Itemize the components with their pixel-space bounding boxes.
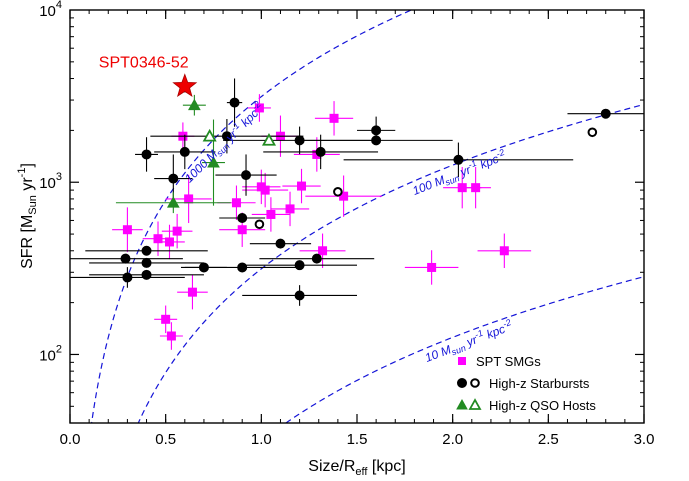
point-0-4 [161,314,171,324]
point-0-25 [499,246,509,256]
point-2-0 [254,219,265,230]
point-0-19 [318,246,328,256]
point-0-13 [260,185,270,195]
legend-marker-1-1 [470,378,480,388]
point-1-0 [120,253,131,264]
legend-marker-1-0 [457,378,467,388]
y-axis-title: SFR [MSun yr-1] [16,163,39,269]
point-1-13 [237,212,248,223]
point-0-21 [339,191,349,201]
series-1 [70,78,644,306]
legend-marker-0-0 [458,357,466,365]
point-1-22 [453,154,464,165]
legend-label-2: High-z QSO Hosts [489,398,596,413]
x-axis-title: Size/Reff [kpc] [308,458,405,478]
point-1-4 [141,269,152,280]
point-0-6 [187,287,197,297]
point-0-16 [285,204,295,214]
series-0 [112,94,532,350]
x-tick-label-6: 3.0 [634,431,655,448]
point-1-17 [294,290,305,301]
series-2 [254,127,598,230]
point-0-5 [166,331,176,341]
point-0-3 [172,226,182,236]
point-1-11 [237,262,248,273]
x-tick-label-1: 0.5 [155,431,176,448]
density-curve-label-0: 1000 Msun yr-1 kpc-2 [181,99,269,187]
point-0-1 [153,234,163,244]
point-1-21 [371,135,382,146]
legend-marker-2-1 [468,398,482,410]
point-1-23 [600,108,611,119]
density-curve-0 [91,10,413,423]
point-2-1 [333,186,343,197]
point-1-20 [371,125,382,136]
point-0-2 [164,237,174,247]
legend-marker-2-0 [456,398,468,410]
point-1-5 [141,149,152,160]
point-0-24 [471,183,481,193]
legend-label-1: High-z Starbursts [489,376,590,391]
point-3-2 [207,156,220,168]
point-0-22 [427,262,437,272]
point-0-0 [122,225,132,235]
point-1-19 [315,146,326,157]
point-0-10 [237,225,247,235]
data-points [70,78,644,350]
point-0-17 [297,181,307,191]
x-tick-label-0: 0.0 [60,431,81,448]
legend-label-0: SPT SMGs [476,354,541,369]
point-0-9 [231,198,241,208]
point-2-2 [587,127,598,138]
point-1-18 [311,253,322,264]
y-tick-label-2: 104 [39,0,62,20]
highlight-star [172,73,198,98]
point-3-0 [166,196,180,208]
x-tick-label-5: 2.5 [538,431,559,448]
point-4-0 [202,128,217,142]
axis-ticks: 0.0 0.5 1.0 1.5 2.0 2.5 3.0 102 103 104 [39,0,654,448]
point-1-7 [179,146,190,157]
point-1-6 [168,173,179,184]
point-1-2 [141,245,152,256]
highlight: SPT0346-52 [99,54,198,98]
point-1-3 [141,257,152,268]
point-1-10 [229,97,240,108]
point-4-1 [261,133,277,146]
y-tick-label-1: 103 [39,171,62,192]
x-tick-label-4: 2.0 [442,431,463,448]
y-tick-label-0: 102 [39,343,62,364]
point-0-20 [329,113,339,123]
point-0-7 [184,194,194,204]
point-3-1 [188,98,201,111]
series-3 [115,94,231,214]
point-0-11 [254,103,264,113]
point-1-16 [294,260,305,271]
point-1-14 [275,238,286,249]
x-tick-label-2: 1.0 [251,431,272,448]
series-4 [202,128,277,146]
point-1-12 [241,170,252,181]
point-0-14 [266,209,276,219]
x-tick-label-3: 1.5 [347,431,368,448]
legend: SPT SMGs High-z Starbursts High-z QSO Host… [456,354,596,413]
highlight-label: SPT0346-52 [99,54,189,71]
